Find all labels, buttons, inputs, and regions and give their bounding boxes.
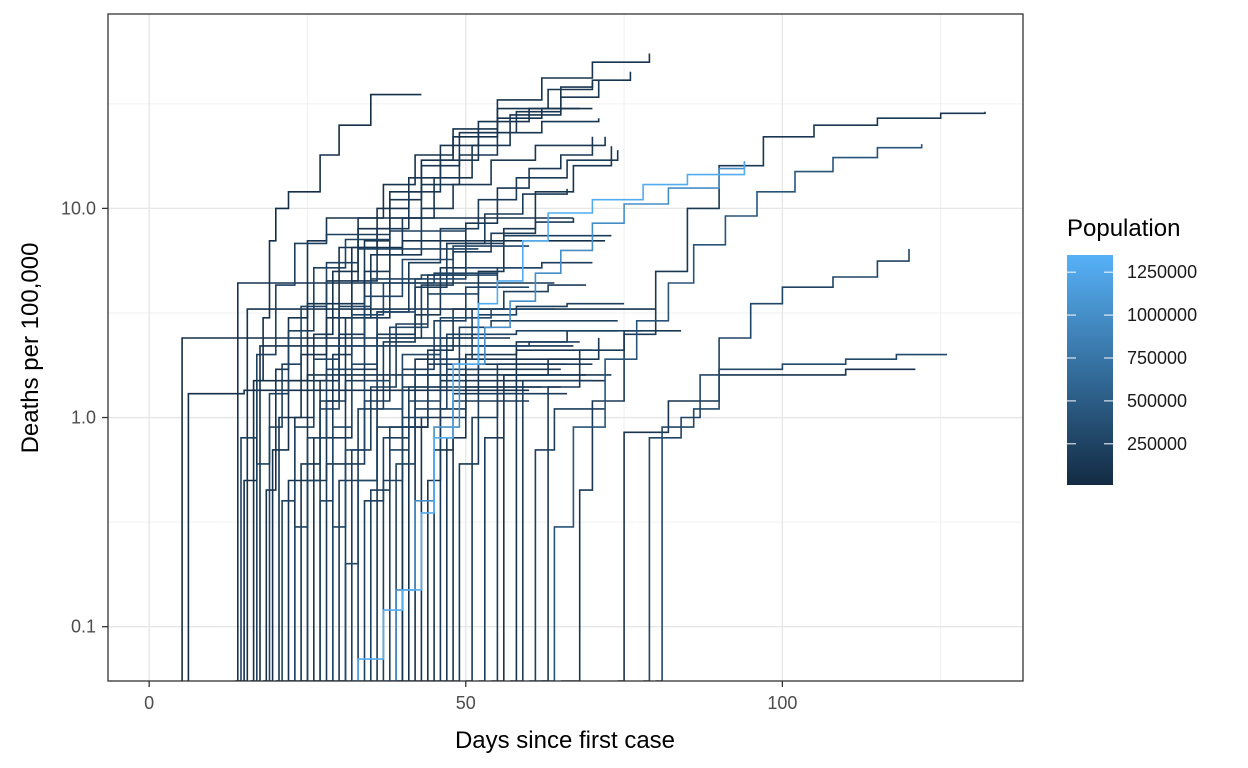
series-line bbox=[643, 248, 910, 681]
series-line bbox=[535, 144, 923, 681]
series-line bbox=[396, 146, 613, 681]
x-tick-label: 50 bbox=[456, 693, 476, 713]
plot-panel-background bbox=[108, 14, 1023, 681]
legend-tick-label: 1250000 bbox=[1127, 262, 1197, 282]
x-axis-title: Days since first case bbox=[455, 727, 675, 754]
series-line bbox=[256, 345, 574, 681]
series-line bbox=[326, 150, 619, 681]
series-line bbox=[263, 248, 479, 681]
series-line bbox=[529, 408, 606, 681]
legend: Population 250000 500000 750000 1000000 1250… bbox=[1067, 215, 1197, 485]
legend-tick-label: 250000 bbox=[1127, 434, 1187, 454]
legend-tick-label: 500000 bbox=[1127, 391, 1187, 411]
series-line bbox=[250, 237, 391, 681]
legend-tick-label: 750000 bbox=[1127, 348, 1187, 368]
series-line bbox=[370, 136, 594, 681]
y-tick-label: 0.1 bbox=[71, 617, 96, 637]
x-tick-label: 100 bbox=[767, 693, 797, 713]
series-line bbox=[491, 392, 568, 681]
legend-tick-label: 1000000 bbox=[1127, 305, 1197, 325]
series-line bbox=[453, 392, 517, 681]
legend-colorbar bbox=[1067, 255, 1113, 485]
series-line bbox=[377, 161, 746, 681]
series-line bbox=[383, 330, 644, 681]
legend-title: Population bbox=[1067, 215, 1180, 242]
series-line bbox=[301, 245, 530, 681]
series-line bbox=[478, 374, 612, 681]
series-lines bbox=[180, 53, 986, 681]
y-axis-title: Deaths per 100,000 bbox=[17, 243, 44, 454]
series-line bbox=[339, 308, 555, 681]
series-line bbox=[377, 320, 618, 681]
y-tick-label: 10.0 bbox=[61, 198, 96, 218]
series-line bbox=[516, 379, 593, 681]
series-line bbox=[351, 162, 746, 681]
y-tick-label: 1.0 bbox=[71, 408, 96, 428]
series-line bbox=[339, 218, 575, 681]
series-line bbox=[655, 353, 947, 681]
legend-ticks: 250000 500000 750000 1000000 1250000 bbox=[1067, 262, 1197, 454]
series-line bbox=[187, 389, 530, 681]
series-line bbox=[617, 368, 916, 681]
series-line bbox=[560, 111, 986, 681]
series-line bbox=[234, 282, 555, 681]
series-line bbox=[275, 274, 498, 681]
x-axis-ticks: 0 50 100 bbox=[144, 681, 797, 713]
series-line bbox=[237, 230, 466, 681]
series-line bbox=[313, 267, 542, 681]
series-line bbox=[307, 80, 600, 681]
series-line bbox=[541, 330, 682, 681]
plot-panel-border bbox=[107, 13, 1024, 682]
y-axis-ticks: 0.1 1.0 10.0 bbox=[61, 198, 108, 637]
series-line bbox=[389, 341, 580, 681]
series-line bbox=[326, 286, 530, 681]
x-tick-label: 0 bbox=[144, 693, 154, 713]
series-line bbox=[364, 302, 625, 681]
